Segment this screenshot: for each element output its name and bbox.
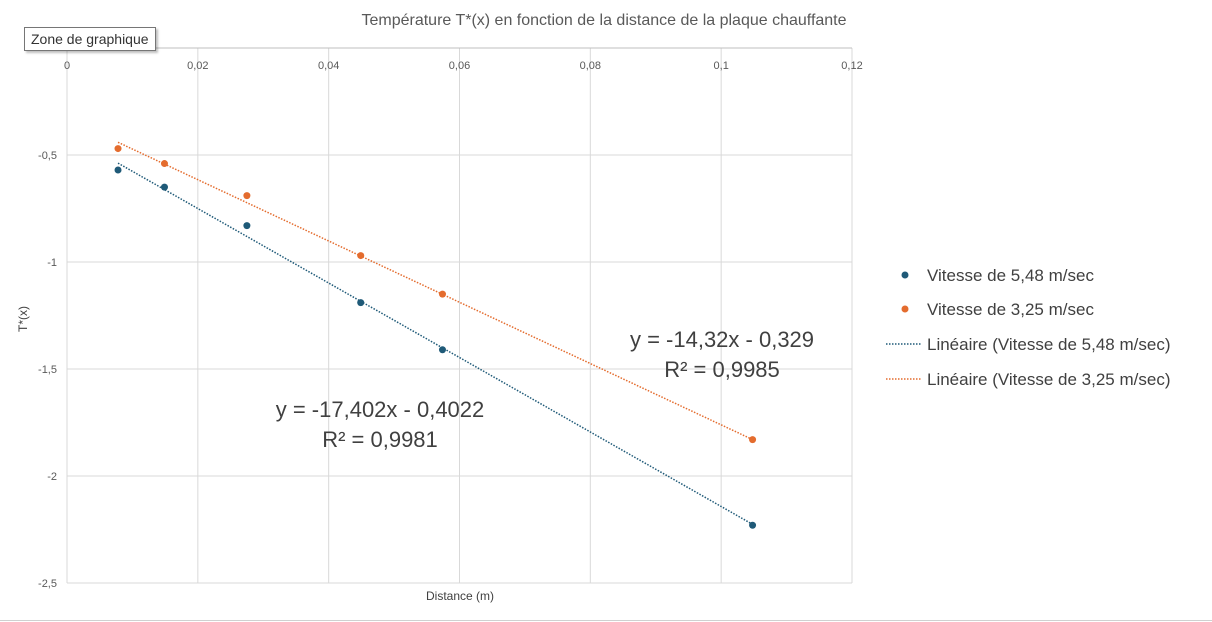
data-point[interactable] (160, 183, 168, 191)
equation-text: y = -17,402x - 0,4022 (276, 397, 485, 422)
data-point[interactable] (438, 346, 446, 354)
equation-text: y = -14,32x - 0,329 (630, 327, 814, 352)
y-tick-label: -2,5 (38, 578, 57, 590)
y-tick-label: -1 (47, 257, 57, 269)
data-point[interactable] (243, 192, 251, 200)
data-point[interactable] (749, 436, 757, 444)
chart-title: Température T*(x) en fonction de la dist… (361, 12, 846, 29)
x-axis-title: Distance (m) (426, 589, 494, 603)
x-tick-label: 0 (64, 60, 70, 72)
y-tick-label: -0,5 (38, 150, 57, 162)
legend-label: Vitesse de 3,25 m/sec (927, 300, 1094, 319)
x-tick-label: 0,1 (714, 60, 729, 72)
data-point[interactable] (357, 299, 365, 307)
legend-item-trendline-1[interactable]: Linéaire (Vitesse de 5,48 m/sec) (886, 335, 1170, 354)
legend-item-trendline-2[interactable]: Linéaire (Vitesse de 3,25 m/sec) (886, 370, 1170, 389)
data-point[interactable] (749, 521, 757, 529)
bottom-divider (0, 620, 1212, 621)
x-tick-label: 0,12 (841, 60, 862, 72)
y-tick-label: -1,5 (38, 364, 57, 376)
x-tick-label: 0,04 (318, 60, 339, 72)
legend-marker (901, 305, 909, 313)
legend-item-series-2[interactable]: Vitesse de 3,25 m/sec (901, 300, 1095, 319)
equation-label-series-2: y = -14,32x - 0,329 R² = 0,9985 (630, 327, 814, 382)
x-tick-label: 0,06 (449, 60, 470, 72)
legend-label: Linéaire (Vitesse de 3,25 m/sec) (927, 370, 1170, 389)
data-point[interactable] (160, 160, 168, 168)
legend-label: Vitesse de 5,48 m/sec (927, 266, 1094, 285)
y-tick-label: -2 (47, 471, 57, 483)
chart-area-tooltip: Zone de graphique (24, 27, 156, 51)
data-points (114, 145, 757, 529)
legend-item-series-1[interactable]: Vitesse de 5,48 m/sec (901, 266, 1095, 285)
legend[interactable]: Vitesse de 5,48 m/sec Vitesse de 3,25 m/… (886, 266, 1170, 389)
grid (66, 47, 853, 584)
x-tick-label: 0,02 (187, 60, 208, 72)
legend-label: Linéaire (Vitesse de 5,48 m/sec) (927, 335, 1170, 354)
equation-label-series-1: y = -17,402x - 0,4022 R² = 0,9981 (276, 397, 485, 452)
data-point[interactable] (357, 252, 365, 260)
data-point[interactable] (114, 166, 122, 174)
legend-marker (901, 271, 909, 279)
r2-text: R² = 0,9985 (664, 357, 780, 382)
y-axis-title: T*(x) (16, 306, 30, 332)
data-point[interactable] (114, 145, 122, 153)
tick-labels: 0 0,02 0,04 0,06 0,08 0,1 0,12 -0,5 -1 -1,5 -2 -2,5 (38, 60, 863, 590)
r2-text: R² = 0,9981 (322, 427, 438, 452)
data-point[interactable] (243, 222, 251, 230)
data-point[interactable] (438, 290, 446, 298)
trendline (117, 141, 753, 441)
x-tick-label: 0,08 (580, 60, 601, 72)
